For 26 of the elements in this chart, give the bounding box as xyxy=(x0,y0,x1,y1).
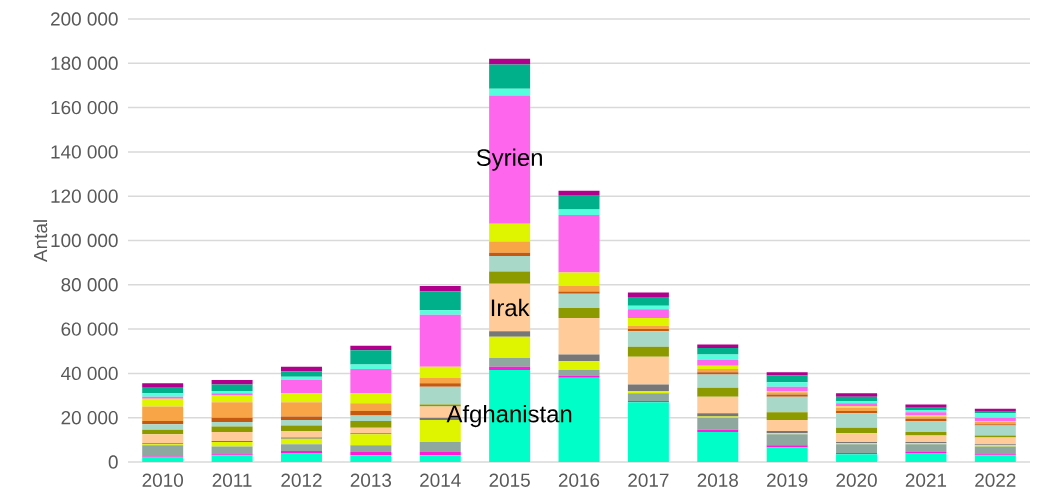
y-tick-label: 200 000 xyxy=(51,12,118,26)
x-tick-label: 2012 xyxy=(281,473,322,487)
y-tick-label: 0 xyxy=(108,455,118,469)
x-tick-label: 2011 xyxy=(212,473,252,487)
x-tick-label: 2013 xyxy=(350,473,392,487)
x-tick-label: 2022 xyxy=(975,473,1016,487)
y-axis-title: Antal xyxy=(33,220,48,263)
y-tick-label: 20 000 xyxy=(61,410,118,425)
y-tick-label: 160 000 xyxy=(51,100,118,115)
y-tick-label: 100 000 xyxy=(51,233,118,248)
x-tick-label: 2014 xyxy=(420,473,461,487)
x-tick-label: 2019 xyxy=(767,473,808,487)
x-tick-label: 2016 xyxy=(558,473,600,487)
x-tick-label: 2020 xyxy=(836,473,877,487)
y-tick-label: 40 000 xyxy=(61,366,118,381)
y-tick-label: 180 000 xyxy=(51,56,118,70)
x-tick-label: 2017 xyxy=(628,473,669,487)
x-tick-label: 2018 xyxy=(697,473,738,487)
series-label: Irak xyxy=(491,298,530,317)
y-tick-label: 140 000 xyxy=(51,145,118,159)
x-tick-label: 2021 xyxy=(905,473,947,487)
x-tick-label: 2010 xyxy=(142,473,183,487)
y-tick-label: 60 000 xyxy=(61,322,118,336)
y-tick-label: 80 000 xyxy=(61,278,118,292)
x-tick-label: 2015 xyxy=(489,473,530,487)
y-tick-label: 120 000 xyxy=(51,189,118,203)
